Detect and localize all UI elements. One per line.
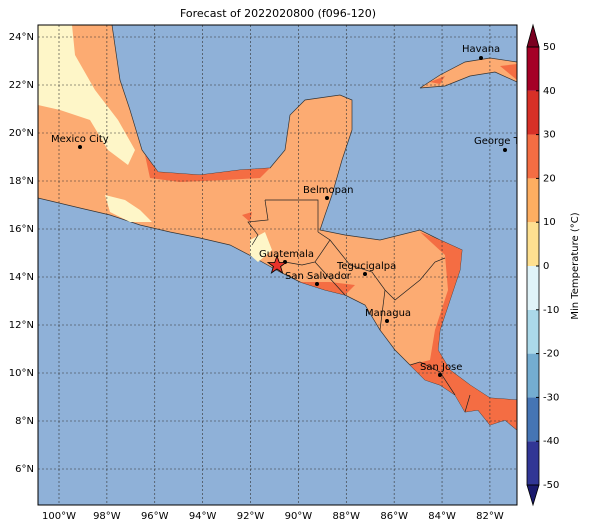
colorbar-tick-label: 20 — [543, 173, 556, 184]
colorbar-tick-label: -40 — [543, 436, 559, 447]
colorbar-tick-label: -50 — [543, 480, 559, 491]
colorbar-tick-label: 0 — [543, 261, 549, 272]
city-dot — [385, 319, 389, 323]
warm-zone — [145, 155, 517, 430]
lon-label: 88°W — [332, 511, 360, 522]
city-dot — [325, 196, 329, 200]
city-label: San Jose — [420, 362, 462, 373]
lat-label: 22°N — [9, 80, 34, 91]
city-label: George Town — [474, 136, 539, 147]
colorbar-tick-label: -20 — [543, 349, 559, 360]
colorbar-tick-label: -10 — [543, 305, 559, 316]
colorbar-tick-label: 10 — [543, 217, 556, 228]
star-marker — [266, 254, 288, 275]
city-label: Tegucigalpa — [336, 261, 396, 272]
lon-label: 94°W — [189, 511, 217, 522]
lon-label: 98°W — [93, 511, 121, 522]
cuba-warm — [430, 64, 517, 84]
borders — [247, 199, 471, 413]
map-frame — [37, 24, 518, 506]
city-dot — [479, 56, 483, 60]
city-label: San Salvador — [285, 271, 352, 282]
lon-label: 84°W — [428, 511, 456, 522]
lon-label: 92°W — [237, 511, 265, 522]
lat-label: 8°N — [15, 416, 34, 427]
colorbar-band — [527, 353, 539, 398]
colorbar-label: Min Temperature (°C) — [570, 212, 581, 319]
colorbar-band — [527, 47, 539, 91]
colorbar-tick-label: -30 — [543, 392, 559, 403]
lon-label: 86°W — [380, 511, 408, 522]
colorbar-band — [527, 134, 539, 179]
city-label: Guatemala — [259, 249, 314, 260]
lon-label: 90°W — [285, 511, 313, 522]
colorbar-tick-label: 40 — [543, 86, 556, 97]
city-label: Mexico City — [51, 134, 109, 145]
colorbar-band — [527, 441, 539, 485]
city-dot — [78, 145, 82, 149]
city-label: Managua — [365, 308, 411, 319]
city-dot — [315, 282, 319, 286]
colorbar-band — [527, 178, 539, 223]
title: Forecast of 2022020800 (f096-120) — [180, 7, 376, 20]
lat-label: 14°N — [9, 272, 34, 283]
colorbar: -50 -40 -30 -20 -10 0 10 20 30 40 50 — [526, 23, 559, 507]
lat-label: 12°N — [9, 320, 34, 331]
colorbar-band — [527, 90, 539, 135]
lat-label: 24°N — [9, 32, 34, 43]
city-label: Belmopan — [303, 185, 353, 196]
map-area: Havana Mexico City George Town Belmopan Guat… — [38, 25, 539, 505]
colorbar-tick-label: 50 — [543, 42, 556, 53]
lat-label: 16°N — [9, 224, 34, 235]
lon-label: 100°W — [42, 511, 76, 522]
lon-label: 82°W — [476, 511, 504, 522]
colorbar-over — [526, 23, 540, 48]
city-dot — [363, 272, 367, 276]
lat-label: 18°N — [9, 176, 34, 187]
cities: Havana Mexico City George Town Belmopan Guat… — [51, 44, 539, 377]
colorbar-under — [526, 484, 540, 507]
colorbar-tick-label: 30 — [543, 130, 556, 141]
graticule — [38, 25, 517, 505]
colorbar-band — [527, 266, 539, 310]
city-label: Havana — [462, 44, 500, 55]
colorbar-band — [527, 222, 539, 266]
cuba — [419, 57, 517, 89]
colorbar-band — [527, 309, 539, 354]
city-dot — [438, 373, 442, 377]
lat-label: 6°N — [15, 464, 34, 475]
cool-zone — [38, 25, 272, 262]
city-dot — [503, 148, 507, 152]
colorbar-band — [527, 397, 539, 442]
lon-label: 96°W — [141, 511, 169, 522]
lat-label: 20°N — [9, 128, 34, 139]
lat-label: 10°N — [9, 368, 34, 379]
